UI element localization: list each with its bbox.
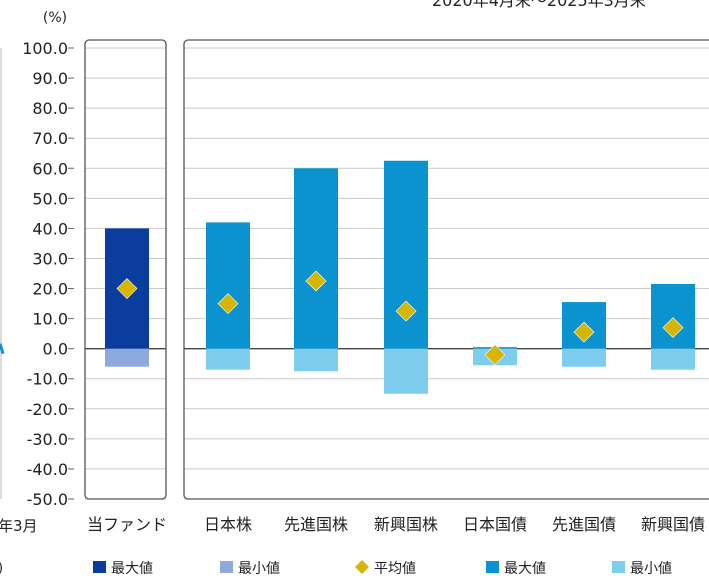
y-tick-label: -30.0 [27,430,68,449]
legend-label: 平均値 [374,561,416,576]
legend: 最大値 最小値 平均値 最大値 最小値 [93,560,672,576]
legend-swatch-avg [355,560,369,574]
category-label: 日本国債 [463,515,527,534]
avg-marker [116,278,138,299]
y-tick-label: -40.0 [27,460,68,479]
bar-max [206,222,250,349]
avg-marker [217,293,239,314]
y-tick-label: 90.0 [32,69,68,88]
average-markers [116,270,684,366]
category-label: 新興国株 [374,515,438,534]
y-axis-ticks: 100.0 90.0 80.0 70.0 60.0 50.0 40.0 30.0 20.0 10.… [0,39,74,509]
category-label: 先進国株 [284,515,348,534]
y-tick-label: -20.0 [27,400,68,419]
left-cut-legend: ) [0,561,3,576]
legend-label: 最小値 [630,561,672,576]
y-tick-label: 30.0 [32,249,68,268]
y-tick-label: 80.0 [32,99,68,118]
legend-label: 最大値 [111,561,153,576]
y-tick-label: 100.0 [22,39,68,58]
legend-swatch [612,561,625,573]
period-label: 2020年4月末～2025年3月末 [432,0,646,10]
avg-marker [484,344,506,366]
fund-panel-frame [84,39,167,500]
y-tick-label: 60.0 [32,159,68,178]
legend-label: 最小値 [238,561,280,576]
y-tick-label: -10.0 [27,370,68,389]
avg-marker [395,300,417,322]
category-label: 当ファンド [87,515,167,534]
legend-swatch [93,561,106,573]
left-cut-mark [0,343,5,355]
y-tick-label: 10.0 [32,310,68,329]
bar-min [384,348,428,394]
legend-label: 最大値 [504,561,546,576]
category-label: 日本株 [204,515,252,534]
unit-label: (%) [43,10,67,26]
bar-min [651,348,695,370]
avg-marker [573,321,595,343]
y-tick-label: 0.0 [43,340,68,359]
bar-max [651,284,695,349]
bar-max [294,168,338,349]
bar-min [562,348,606,367]
bars [105,160,695,394]
avg-marker [662,317,684,339]
bar-min [206,348,250,370]
y-tick-label: 50.0 [32,189,68,208]
bar-min [294,348,338,372]
y-tick-label: -50.0 [27,490,68,509]
legend-swatch [486,561,499,573]
y-tick-label: 20.0 [32,280,68,299]
plot-frames [84,39,709,500]
category-label: 新興国債 [641,515,705,534]
avg-marker [305,270,327,292]
legend-swatch [220,561,233,573]
x-axis-labels: 当ファンド 日本株 先進国株 新興国株 日本国債 先進国債 新興国債 [87,515,705,534]
y-tick-label: 70.0 [32,129,68,148]
asset-panel-frame [183,39,709,500]
y-tick-label: 40.0 [32,219,68,238]
left-cut-label: 年3月 [0,517,38,535]
bar-min [105,348,149,367]
category-label: 先進国債 [552,515,616,534]
